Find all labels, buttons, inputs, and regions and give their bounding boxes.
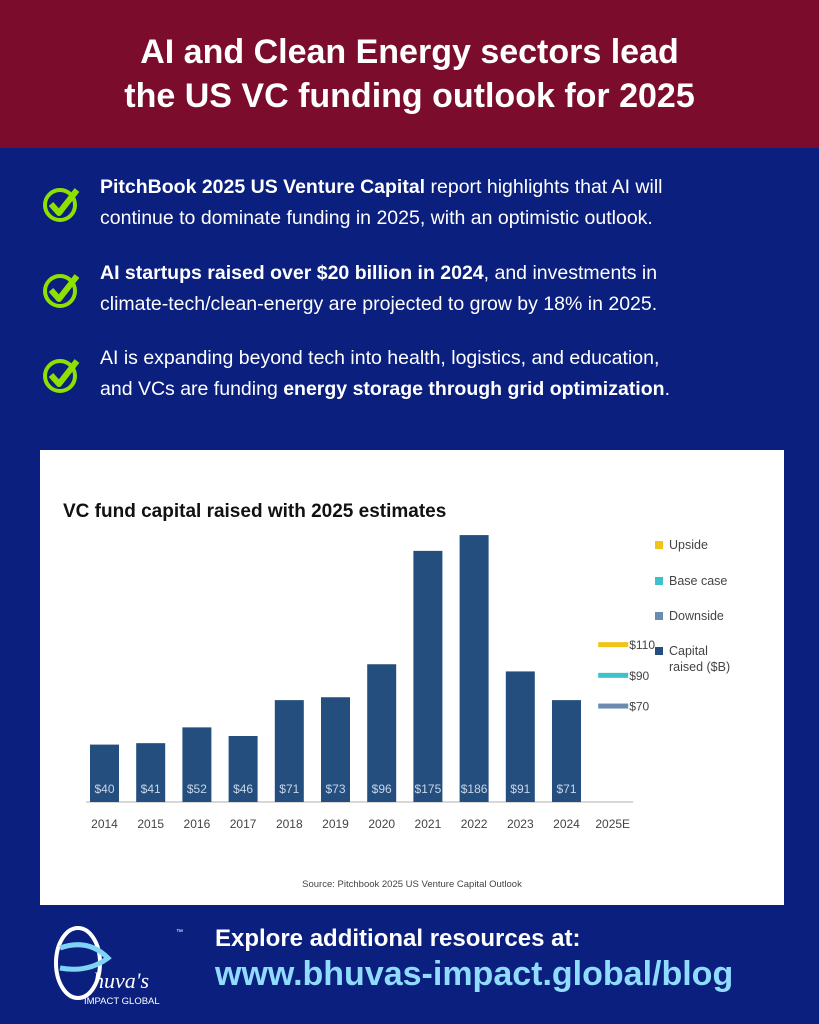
- bar-2024: [552, 700, 581, 802]
- bullet-text: climate-tech/clean-energy are projected …: [100, 293, 658, 315]
- bar-2023: [505, 671, 535, 802]
- estimate-label: $70: [629, 700, 649, 714]
- bullet-text: and VCs are funding: [100, 378, 284, 400]
- bullet-text: AI is expanding beyond tech into health,…: [100, 347, 660, 369]
- bar-label-2014: $40: [94, 782, 114, 796]
- check-circle-icon: [43, 188, 80, 222]
- x-tick-2025E: 2025E: [595, 817, 630, 831]
- chart-panel: VC fund capital raised with 2025 estimat…: [40, 450, 784, 905]
- bullet-text: , and investments in: [483, 262, 658, 284]
- x-tick-2022: 2022: [461, 817, 488, 831]
- estimate-upside: [598, 642, 629, 648]
- bullet-bold: AI startups raised over $20 billion in 2…: [100, 262, 484, 284]
- blog-link[interactable]: www.bhuvas-impact.global/blog: [215, 955, 734, 993]
- x-tick-2017: 2017: [230, 817, 257, 831]
- svg-text:IMPACT GLOBAL: IMPACT GLOBAL: [84, 996, 160, 1007]
- bar-label-2018: $71: [279, 782, 299, 796]
- bar-2022: [459, 535, 489, 802]
- check-circle-icon: [43, 359, 80, 393]
- legend-swatch: [655, 541, 663, 549]
- bullet-bold: PitchBook 2025 US Venture Capital: [100, 176, 426, 198]
- x-tick-2015: 2015: [137, 817, 164, 831]
- legend-swatch: [655, 612, 663, 620]
- bar-label-2021: $175: [415, 782, 442, 796]
- bullet-3: AI is expanding beyond tech into health,…: [40, 343, 800, 405]
- bar-2016: [182, 727, 212, 802]
- title-line-1: AI and Clean Energy sectors lead: [140, 33, 679, 71]
- x-tick-2019: 2019: [322, 817, 349, 831]
- bar-chart: VC fund capital raised with 2025 estimat…: [63, 501, 730, 890]
- bar-label-2015: $41: [141, 782, 161, 796]
- legend-label: Base case: [669, 574, 727, 588]
- bar-label-2023: $91: [510, 782, 530, 796]
- explore-text: Explore additional resources at:: [215, 925, 581, 952]
- bar-2019: [321, 697, 350, 802]
- x-tick-2016: 2016: [184, 817, 211, 831]
- bar-label-2022: $186: [461, 782, 488, 796]
- bar-2018: [274, 700, 304, 802]
- legend-label: Downside: [669, 609, 724, 623]
- svg-text:huva's: huva's: [93, 968, 149, 993]
- estimate-base-case: [598, 672, 629, 678]
- bullet-text: .: [664, 378, 670, 400]
- estimate-downside: [598, 703, 629, 709]
- bar-2021: [413, 550, 443, 802]
- title-line-2: the US VC funding outlook for 2025: [124, 77, 695, 115]
- bullet-bold: energy storage through grid optimization: [283, 378, 665, 400]
- chart-title: VC fund capital raised with 2025 estimat…: [63, 501, 446, 522]
- bullet-text: continue to dominate funding in 2025, wi…: [100, 207, 653, 229]
- bar-2017: [228, 735, 258, 802]
- bar-label-2020: $96: [372, 782, 392, 796]
- x-tick-2018: 2018: [276, 817, 303, 831]
- chart-source: Source: Pitchbook 2025 US Venture Capita…: [302, 879, 522, 890]
- legend-swatch: [655, 577, 663, 585]
- legend-label: Upside: [669, 538, 708, 552]
- estimate-label: $90: [629, 669, 649, 683]
- bar-label-2016: $52: [187, 782, 207, 796]
- svg-text:™: ™: [176, 929, 183, 936]
- bar-label-2017: $46: [233, 782, 253, 796]
- legend-label: Capital: [669, 644, 708, 658]
- legend-swatch: [655, 647, 663, 655]
- estimate-label: $110: [629, 638, 655, 652]
- x-tick-2014: 2014: [91, 817, 118, 831]
- bar-2015: [136, 743, 166, 802]
- bullet-2: AI startups raised over $20 billion in 2…: [40, 258, 800, 320]
- x-tick-2023: 2023: [507, 817, 534, 831]
- bar-label-2019: $73: [325, 782, 345, 796]
- bhuvas-logo: huva's IMPACT GLOBAL ™: [54, 926, 183, 1007]
- header-banner: AI and Clean Energy sectors lead the US …: [0, 0, 819, 148]
- bullet-1: PitchBook 2025 US Venture Capital report…: [40, 172, 800, 234]
- legend-label: raised ($B): [669, 660, 730, 674]
- bar-2014: [90, 744, 119, 802]
- bar-2020: [367, 664, 397, 802]
- x-tick-2021: 2021: [415, 817, 442, 831]
- x-tick-2024: 2024: [553, 817, 580, 831]
- bar-label-2024: $71: [556, 782, 576, 796]
- x-tick-2020: 2020: [368, 817, 395, 831]
- check-circle-icon: [43, 274, 80, 308]
- bullet-text: report highlights that AI will: [425, 176, 663, 198]
